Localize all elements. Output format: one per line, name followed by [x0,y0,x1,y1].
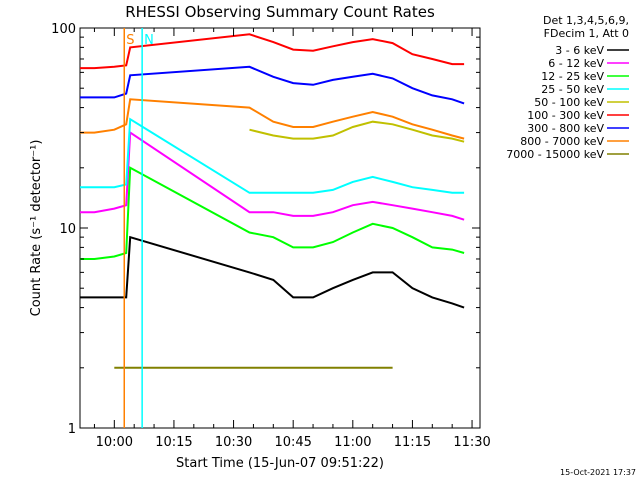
legend-entry-label: 300 - 800 keV [527,122,604,135]
x-axis-ticks: 10:00 10:15 10:30 10:45 11:00 11:15 11:30 [93,28,491,450]
series-line-50-100-kev [249,120,465,143]
x-tick-label: 11:15 [394,435,431,450]
marker-label-n: N [144,33,154,48]
y-tick-label: 100 [51,22,76,37]
series-line-300-800-kev [80,65,465,105]
marker-label-s: S [126,33,134,48]
legend: Det 1,3,4,5,6,9, FDecim 1, Att 0 3 - 6 k… [506,14,629,161]
y-tick-label: 1 [68,422,76,437]
series-line-6-12-kev [80,130,465,221]
series-line-800-7000-kev [80,98,465,140]
series-line-25-50-kev [80,117,465,194]
y-axis-ticks: 1 10 100 [51,22,480,437]
legend-header-line-2: FDecim 1, Att 0 [544,27,629,40]
footer-date: 15-Oct-2021 17:37 [560,468,636,477]
legend-entry-label: 6 - 12 keV [548,57,604,70]
legend-entry-label: 25 - 50 keV [541,83,604,96]
series-line-12-25-kev [80,166,465,260]
legend-entry-label: 50 - 100 keV [534,96,604,109]
x-tick-label: 10:30 [215,435,252,450]
x-tick-label: 10:15 [155,435,192,450]
series-line-100-300-kev [80,33,465,70]
x-axis-label: Start Time (15-Jun-07 09:51:22) [176,456,384,471]
legend-entry-label: 800 - 7000 keV [520,135,604,148]
series-layer [80,33,465,369]
x-tick-label: 11:30 [453,435,490,450]
series-line-3-6-kev [80,235,465,309]
y-axis-label: Count Rate (s⁻¹ detector⁻¹) [29,140,44,317]
chart-title: RHESSI Observing Summary Count Rates [125,3,435,21]
y-tick-label: 10 [59,222,76,237]
legend-entry-label: 7000 - 15000 keV [506,148,604,161]
x-tick-label: 11:00 [334,435,371,450]
legend-entry-label: 3 - 6 keV [555,44,604,57]
legend-header-line-1: Det 1,3,4,5,6,9, [543,14,629,27]
legend-entry-label: 12 - 25 keV [541,70,604,83]
x-tick-label: 10:45 [274,435,311,450]
x-tick-label: 10:00 [96,435,133,450]
legend-entry-label: 100 - 300 keV [527,109,604,122]
